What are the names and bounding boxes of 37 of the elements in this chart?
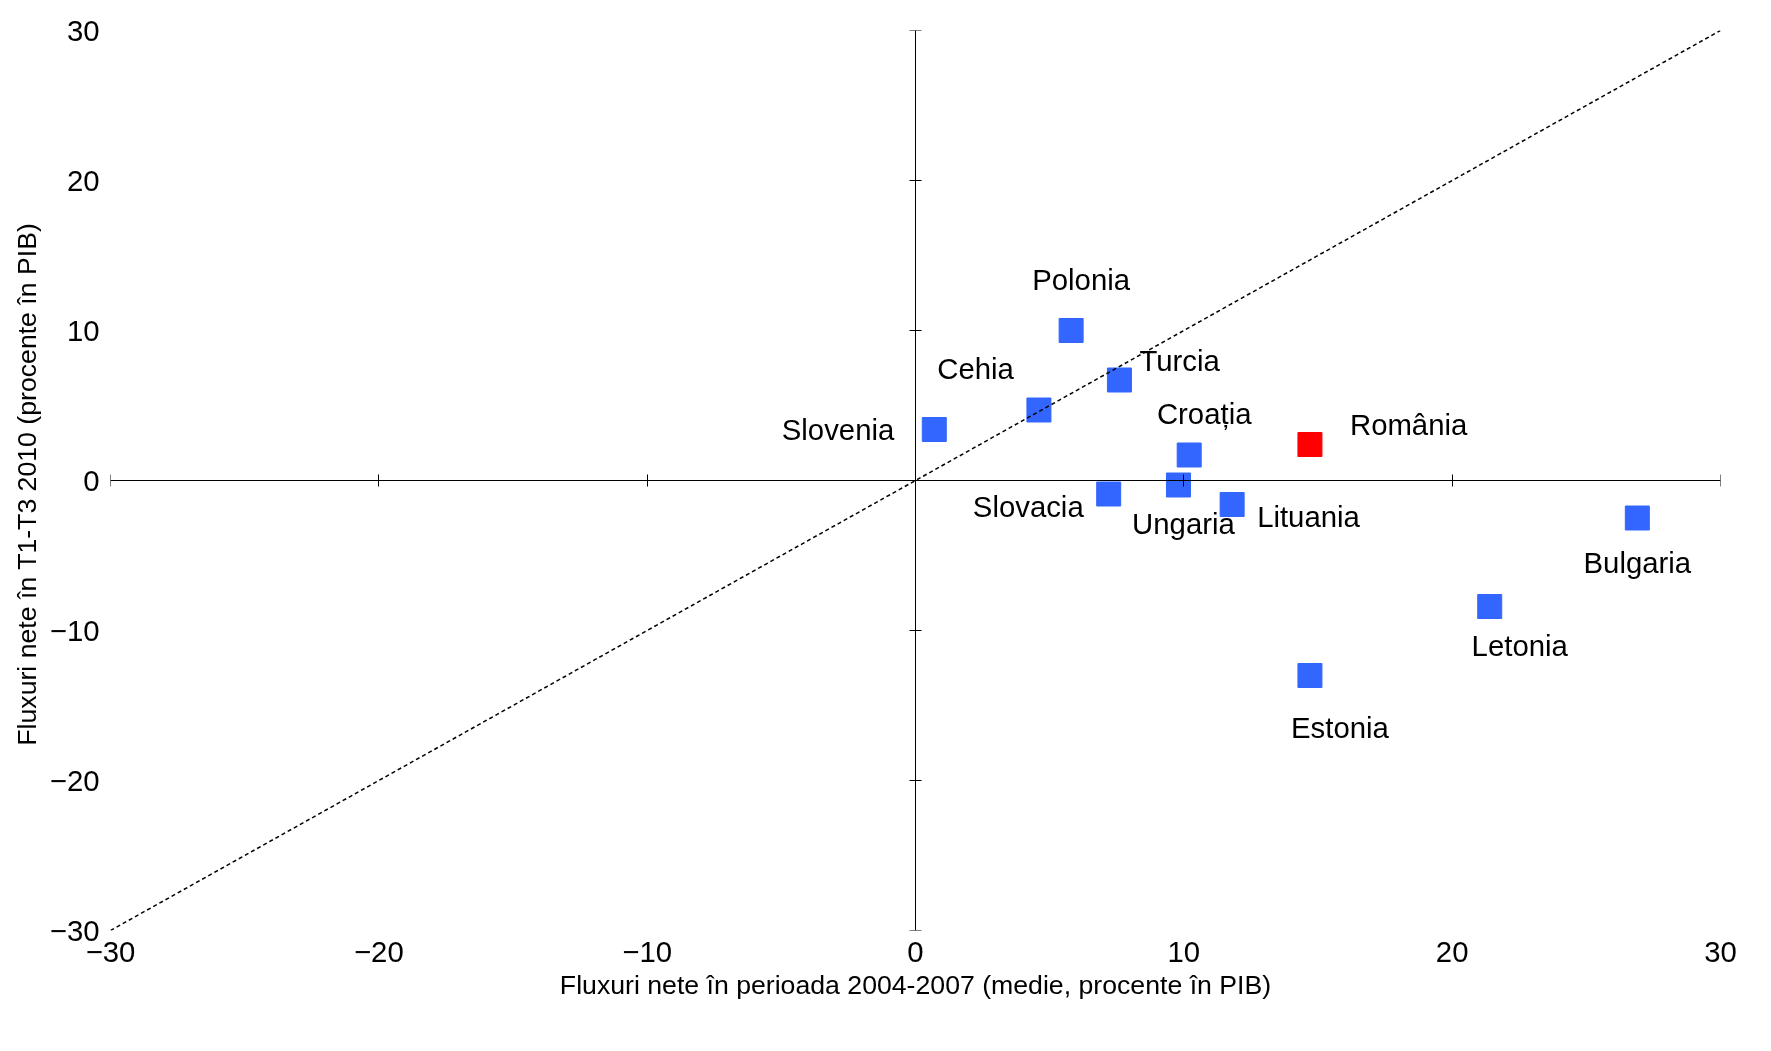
point [1026, 397, 1052, 423]
annotation: Cehia [937, 352, 1015, 385]
point [1297, 663, 1323, 688]
point [1058, 318, 1084, 343]
point [1477, 594, 1503, 619]
annotation: Letonia [1471, 628, 1569, 662]
annotation: România [1349, 408, 1469, 441]
x-tick-label: −10 [622, 934, 673, 968]
point [1106, 367, 1132, 393]
annotation: Ungaria [1132, 507, 1236, 540]
annotation: Turcia [1139, 343, 1221, 377]
y-tick-label: 10 [66, 313, 100, 347]
y-axis-title: Fluxuri nete în T1-T3 2010 (procente în PIB) [11, 223, 42, 746]
y-tick-label: 20 [66, 163, 100, 197]
point [1096, 481, 1122, 507]
x-tick-label: 10 [1167, 934, 1201, 968]
annotation: Slovenia [781, 413, 895, 446]
annotation: Croația [1156, 397, 1253, 430]
point [1297, 432, 1323, 457]
annotation: Bulgaria [1583, 546, 1692, 579]
y-tick-label: −20 [49, 763, 100, 797]
point [1624, 505, 1650, 531]
annotation: Polonia [1032, 262, 1131, 296]
point [1176, 442, 1202, 468]
y-tick-label: −10 [49, 613, 100, 647]
point [921, 417, 947, 442]
x-tick-label: 30 [1704, 934, 1737, 968]
x-tick-label: 20 [1435, 934, 1469, 968]
annotation: Estonia [1291, 710, 1390, 744]
y-tick-label: 0 [83, 463, 100, 497]
annotation: Slovacia [972, 489, 1085, 523]
annotation: Lituania [1257, 500, 1361, 533]
y-tick-label: 30 [66, 13, 100, 47]
x-tick-label: −20 [353, 934, 404, 968]
x-tick-label: 0 [907, 934, 924, 968]
point [1165, 472, 1191, 498]
x-axis-title: Fluxuri nete în perioada 2004-2007 (medie, procente în PIB) [559, 969, 1272, 1000]
